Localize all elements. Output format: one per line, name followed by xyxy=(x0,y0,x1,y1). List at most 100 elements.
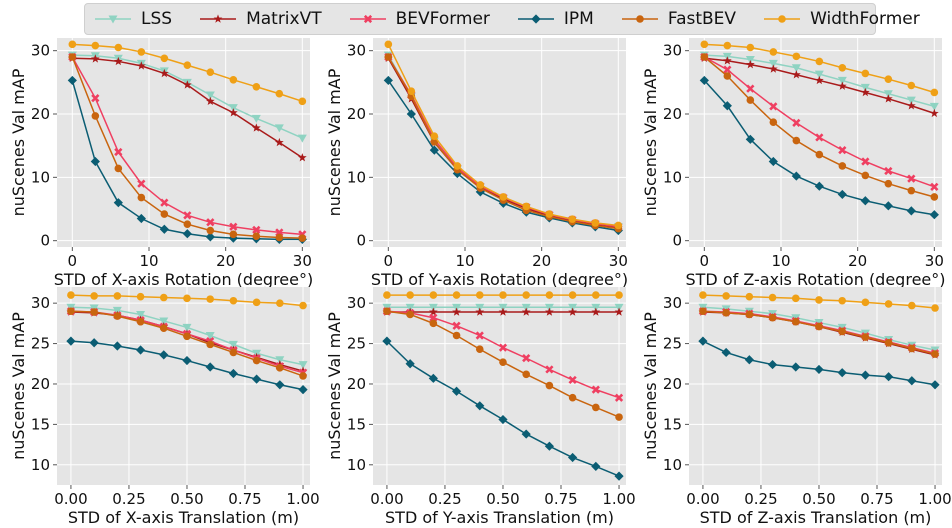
panel-5-series-fastbev-point-4 xyxy=(475,345,484,354)
panel-3-series-widthformer-point-10 xyxy=(930,88,939,97)
panel-3-series-lss-point-10 xyxy=(929,102,939,111)
panel-4-xlabel: STD of X-axis Translation (m) xyxy=(68,508,299,527)
panel-1-series-fastbev xyxy=(68,53,307,242)
panel-6-xtick-label-2: 0.50 xyxy=(802,490,835,508)
panel-3-series-ipm-point-4 xyxy=(791,171,801,181)
panel-5-series-ipm-point-1 xyxy=(405,359,415,369)
panel-3-series-widthformer-point-2 xyxy=(746,43,755,52)
panel-1-series-ipm-point-4 xyxy=(159,224,169,234)
panel-6-series-widthformer-point-7 xyxy=(861,298,870,307)
panel-5-series-bevformer-point-10 xyxy=(614,393,624,402)
panel-1-series-bevformer-point-6 xyxy=(206,218,215,227)
panel-5-series-bevformer-point-5 xyxy=(498,343,508,352)
panel-5-xtick-label-3: 0.75 xyxy=(544,490,577,508)
panel-3-series-ipm-point-1 xyxy=(722,101,732,111)
panel-3-series-fastbev-point-5 xyxy=(815,150,824,159)
panel-1-series-bevformer-point-8 xyxy=(252,225,261,235)
panel-5-xtick-label-1: 0.25 xyxy=(428,490,461,508)
panel-1-series-fastbev-point-5 xyxy=(183,220,192,228)
panel-1-series-ipm-point-0 xyxy=(67,75,77,86)
panel-2-series-widthformer-point-6 xyxy=(522,202,531,211)
panel-3-series-fastbev-point-3 xyxy=(769,118,778,127)
panel-3-series-matrixvt-point-5 xyxy=(814,75,824,85)
panel-2-xtick-label-3: 30 xyxy=(609,252,628,270)
panel-1-series-widthformer xyxy=(68,40,307,106)
panel-6-series-ipm-point-7 xyxy=(860,370,871,380)
panel-6-series-widthformer-point-0 xyxy=(699,291,707,299)
panel-3-xtick-label-1: 10 xyxy=(771,252,790,270)
panel-3-series-widthformer-point-6 xyxy=(838,63,847,72)
panel-4-ytick-label-1: 15 xyxy=(31,415,50,433)
panel-6-plot-area xyxy=(689,287,942,485)
panel-1-ytick-label-1: 10 xyxy=(31,168,50,186)
panel-1-xtick-label-0: 0 xyxy=(68,252,78,270)
panel-3-series-matrixvt-point-2 xyxy=(745,60,755,69)
panel-5-series-matrixvt-point-5 xyxy=(498,307,508,316)
panel-3-series-fastbev-point-4 xyxy=(792,136,801,145)
panel-1-series-fastbev-point-8 xyxy=(252,232,261,241)
panel-4-series-fastbev-point-6 xyxy=(206,340,214,349)
panel-3-series-bevformer-point-8 xyxy=(884,166,893,176)
panel-1-series-matrixvt-point-8 xyxy=(251,123,261,132)
panel-1-series-matrixvt-point-10 xyxy=(297,153,307,162)
panel-5-xtick-label-0: 0.00 xyxy=(370,490,403,508)
panel-1-series-fastbev-point-10 xyxy=(298,234,307,242)
panel-2-series-widthformer-point-9 xyxy=(591,219,600,227)
panel-4-series-lss-point-3 xyxy=(136,310,146,319)
panel-5-series-fastbev-point-9 xyxy=(592,403,600,412)
panel-3-series-fastbev-point-2 xyxy=(746,96,755,104)
panel-6-ytick-label-1: 15 xyxy=(663,415,682,433)
panel-5-series-widthformer-point-6 xyxy=(522,291,530,299)
panel-1-ylabel: nuScenes Val mAP xyxy=(9,68,28,216)
panel-6-xlabel: STD of Z-axis Translation (m) xyxy=(700,508,932,527)
panel-2-series-widthformer-point-4 xyxy=(476,181,485,189)
panel-3-series-fastbev-point-8 xyxy=(884,179,893,188)
panel-5-ytick-label-0: 10 xyxy=(347,456,366,474)
panel-5-series-fastbev xyxy=(383,307,623,421)
panel-5-series-bevformer-point-8 xyxy=(568,375,577,385)
panel-3-ytick-label-2: 20 xyxy=(663,105,682,123)
panel-4-series-fastbev-point-2 xyxy=(113,312,122,320)
panel-6-ytick-label-3: 25 xyxy=(663,335,682,353)
panel-2-xtick-label-1: 10 xyxy=(455,252,474,270)
panel-5-series-matrixvt-point-6 xyxy=(521,307,531,316)
panel-3-series-matrixvt-point-4 xyxy=(791,70,801,79)
panel-4-series-lss-point-4 xyxy=(159,317,169,326)
panel-3-series-widthformer-point-4 xyxy=(792,52,801,61)
panel-5-series-widthformer-point-2 xyxy=(429,291,438,299)
legend-swatch-bevformer xyxy=(349,14,386,24)
panel-1-series-bevformer-point-4 xyxy=(160,198,169,207)
panel-5-series-matrixvt-point-10 xyxy=(614,307,624,316)
panel-1-xtick-label-1: 10 xyxy=(139,252,158,270)
panel-4-series-fastbev-point-0 xyxy=(67,307,75,316)
panel-4-xtick-label-2: 0.50 xyxy=(170,490,203,508)
panel-2-series-widthformer-point-8 xyxy=(568,215,577,223)
panel-1-series-widthformer-point-6 xyxy=(206,68,215,76)
panel-3-series-fastbev-point-1 xyxy=(723,72,732,80)
panel-3-series-bevformer-point-1 xyxy=(723,65,732,74)
panel-5-series-ipm-point-10 xyxy=(614,471,624,481)
panel-5-series-widthformer-point-3 xyxy=(452,291,461,299)
panel-3-series-fastbev xyxy=(700,53,939,201)
legend-label-fastbev: FastBEV xyxy=(667,9,737,29)
panel-1-series-fastbev-point-6 xyxy=(206,226,215,235)
panel-5-series-widthformer-point-10 xyxy=(615,291,623,299)
panel-1-series-bevformer-point-7 xyxy=(229,222,238,231)
panel-3-series-matrixvt-point-6 xyxy=(837,81,847,90)
legend-entry-lss: LSS xyxy=(93,9,172,29)
panel-3-xtick-label-3: 30 xyxy=(925,252,944,270)
panel-5-ytick-label-1: 15 xyxy=(347,415,366,433)
panel-2-series-widthformer-point-10 xyxy=(614,221,623,230)
panel-3-ytick-label-3: 30 xyxy=(663,42,682,60)
panel-4-series-ipm xyxy=(66,336,308,395)
legend-swatch-matrixvt xyxy=(200,14,237,23)
panel-3-series-matrixvt-point-10 xyxy=(929,108,939,118)
panel-4-series-widthformer xyxy=(67,291,307,310)
panel-3-series-widthformer xyxy=(700,40,939,97)
legend-label-lss: LSS xyxy=(141,9,173,29)
panel-3-series-fastbev-point-9 xyxy=(907,186,916,195)
panel-3-series-ipm-point-0 xyxy=(699,75,709,86)
panel-4-series-widthformer-point-1 xyxy=(90,292,98,300)
panel-4-series-fastbev-point-9 xyxy=(276,364,284,372)
